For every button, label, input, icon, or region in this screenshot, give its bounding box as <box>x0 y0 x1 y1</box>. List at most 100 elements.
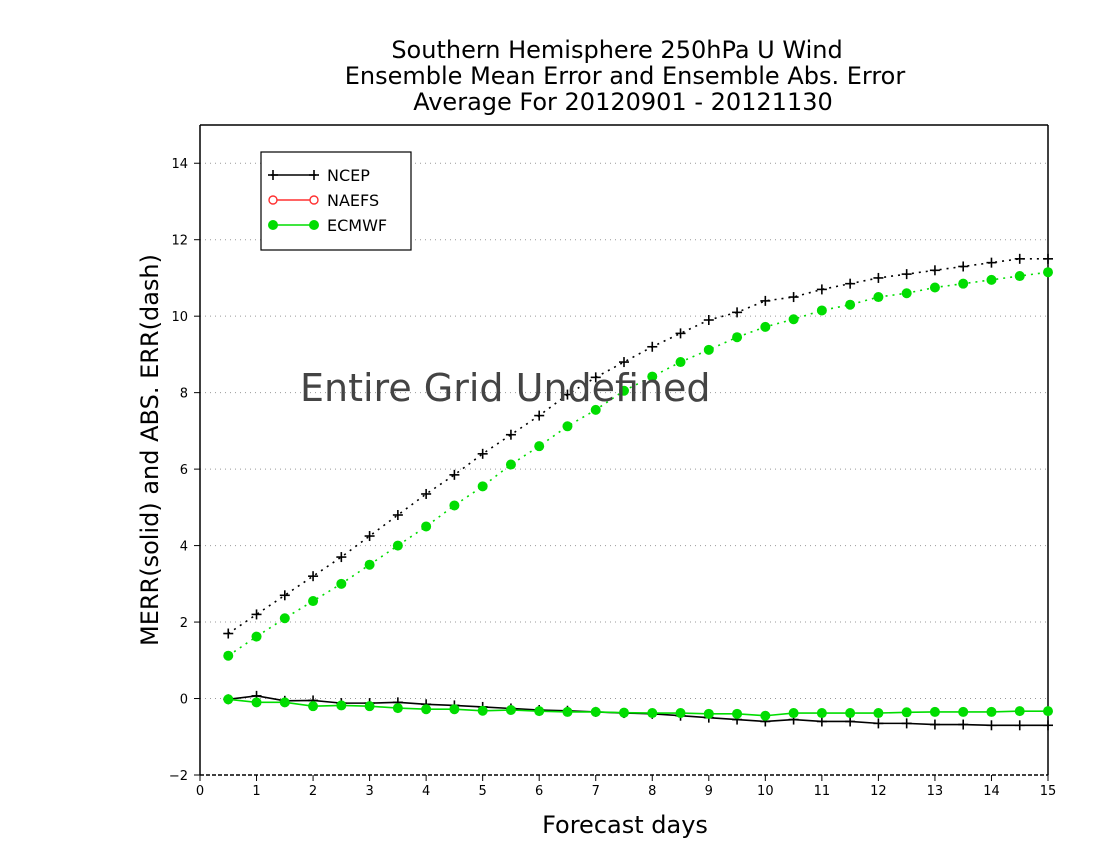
title-line-1: Southern Hemisphere 250hPa U Wind <box>391 36 842 64</box>
x-tick-label: 0 <box>196 784 204 799</box>
series-ncep-point <box>279 590 290 601</box>
y-tick-label: 8 <box>180 387 188 402</box>
series-ncep-point <box>590 372 601 383</box>
y-axis-label: MERR(solid) and ABS. ERR(dash) <box>136 254 164 646</box>
series-ecmwf-point <box>675 357 686 368</box>
series-ecmwf-point <box>873 708 884 719</box>
series-ecmwf-point <box>816 305 827 316</box>
x-tick-label: 15 <box>1040 784 1057 799</box>
series-ecmwf-point <box>505 705 516 715</box>
legend-item-naefs: NAEFS <box>268 191 379 210</box>
legend-marker <box>309 195 319 205</box>
series-ecmwf-point <box>421 521 432 532</box>
series-ecmwf-point <box>1014 706 1025 717</box>
legend: NCEP NAEFS ECMWF <box>260 151 412 251</box>
legend-entries: NCEP NAEFS ECMWF <box>268 166 387 235</box>
series-ecmwf-point <box>760 710 771 721</box>
series-ncep-point <box>647 341 658 352</box>
series-ecmwf-point <box>449 500 460 511</box>
series-ncep-point <box>223 628 234 639</box>
series-ncep-point <box>986 720 997 731</box>
series-ecmwf-point <box>534 441 545 452</box>
series-ecmwf-mean-err-line <box>228 698 1048 717</box>
x-tick-label: 9 <box>705 784 713 799</box>
title-line-3: Average For 20120901 - 20121130 <box>413 88 833 116</box>
x-tick-label: 6 <box>535 784 543 799</box>
series-ncep-point <box>534 410 545 421</box>
series-ncep-point <box>958 719 969 730</box>
series-ncep-point <box>392 510 403 520</box>
series-ecmwf-point <box>732 332 743 343</box>
legend-marker <box>309 170 319 180</box>
series-ecmwf-point <box>788 314 799 325</box>
x-tick-label: 1 <box>252 784 260 799</box>
series-ncep-point <box>929 265 940 276</box>
x-tick-label: 12 <box>870 784 887 799</box>
legend-marker <box>268 220 278 230</box>
series-ncep-point <box>1043 253 1053 264</box>
y-tick-label: 2 <box>180 616 188 631</box>
series-ecmwf-point <box>619 707 629 718</box>
series-ecmwf-point <box>675 708 686 719</box>
series-ecmwf-point <box>364 559 375 570</box>
series-ncep-point <box>364 531 375 542</box>
legend-marker <box>309 220 319 230</box>
series-ecmwf-point <box>816 708 827 719</box>
series-ncep-point <box>901 718 912 729</box>
series-ecmwf-point <box>958 706 969 717</box>
series-ecmwf-point <box>336 578 347 589</box>
series-ecmwf-point <box>986 274 997 285</box>
legend-marker <box>268 195 278 205</box>
x-tick-label: 2 <box>309 784 317 799</box>
series-ncep-point <box>845 278 856 289</box>
series-ecmwf-point <box>1043 267 1053 278</box>
series-ecmwf-point <box>279 613 290 624</box>
x-tick-label: 8 <box>648 784 656 799</box>
series-ecmwf-point <box>703 708 714 719</box>
series-ecmwf-point <box>929 706 940 717</box>
x-tick-label: 13 <box>927 784 944 799</box>
series-ecmwf-point <box>279 697 290 708</box>
series-ncep-point <box>1014 720 1025 731</box>
series-ecmwf-point <box>336 700 347 711</box>
legend-label: ECMWF <box>327 216 387 235</box>
series-ecmwf-point <box>845 299 856 310</box>
series-ncep-point <box>816 284 827 295</box>
series-ncep-point <box>477 448 488 459</box>
series-ncep-point <box>1043 720 1053 731</box>
series-ecmwf-point <box>619 385 629 396</box>
series-ecmwf-point <box>732 708 743 719</box>
series-ecmwf-point <box>562 421 573 432</box>
series-ncep-point <box>703 315 714 325</box>
y-tick-label: 14 <box>171 157 188 172</box>
series-ecmwf-point <box>223 694 234 705</box>
series-ecmwf-point <box>986 706 997 717</box>
series-ecmwf-point <box>392 540 403 551</box>
legend-item-ncep: NCEP <box>268 166 370 185</box>
series-ecmwf-point <box>392 703 403 714</box>
series-ecmwf-point <box>901 288 912 299</box>
series-ecmwf-point <box>873 292 884 303</box>
series-ecmwf-point <box>421 704 432 715</box>
legend-label: NCEP <box>327 166 370 185</box>
series-ncep-point <box>675 328 686 339</box>
series-ecmwf-point <box>590 404 601 415</box>
series-ecmwf-point <box>958 278 969 289</box>
series-ncep-point <box>845 716 856 727</box>
series-ncep-point <box>421 488 432 499</box>
series-ecmwf-point <box>1014 271 1025 282</box>
series-ncep-point <box>816 716 827 727</box>
series-ecmwf-point <box>647 708 658 719</box>
series-ecmwf-point <box>308 701 319 712</box>
y-tick-label: −2 <box>169 769 188 784</box>
series-ecmwf-point <box>590 706 601 717</box>
legend-marker <box>268 170 278 180</box>
y-tick-label: 10 <box>171 310 188 325</box>
series-ecmwf-point <box>1043 706 1053 717</box>
series-ecmwf-point <box>449 704 460 715</box>
series-ncep-point <box>986 257 997 268</box>
series-layer <box>223 253 1053 731</box>
series-ecmwf-point <box>845 708 856 719</box>
series-ncep-abs-err-line <box>227 258 1048 635</box>
